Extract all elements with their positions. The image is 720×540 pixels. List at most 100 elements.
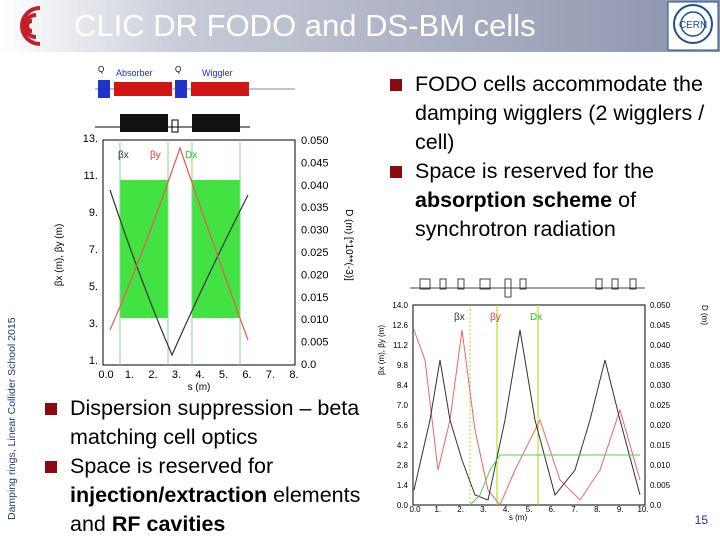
x-tick-label: 4.: [503, 505, 510, 514]
bullet-bold: absorption scheme: [415, 188, 613, 212]
legend-by: βy: [490, 312, 501, 323]
y2-tick-label: 0.020: [650, 421, 671, 430]
element-label: Q: [98, 65, 104, 74]
y-tick-label: 1.: [89, 355, 98, 367]
y2-tick-label: 0.005: [650, 481, 671, 490]
x-tick-label: 5.: [219, 369, 228, 381]
y2-tick-label: 0.025: [301, 247, 329, 259]
clic-logo: [20, 6, 41, 46]
slide-title: CLIC DR FODO and DS-BM cells: [74, 8, 536, 43]
tick-labels: 1. 3. 5. 7. 9. 11. 13. 0.0 0.005 0.010 0.015 0.020 0…: [83, 133, 671, 514]
legend-bx: βx: [118, 150, 129, 161]
y2-tick-label: 0.040: [301, 180, 329, 192]
y2-tick-label: 0.050: [301, 135, 329, 147]
y-tick-label: 9.: [89, 207, 98, 219]
y-axis-label: βx (m), βy (m): [377, 325, 386, 375]
y-tick-label: 7.0: [397, 401, 409, 410]
x-tick-label: 7.: [266, 369, 275, 381]
dsbm-lattice: [410, 278, 645, 298]
y-tick-label: 11.: [84, 170, 98, 182]
legend-dx: Dx: [530, 312, 542, 323]
y2-tick-label: 0.030: [301, 225, 329, 237]
fodo-plot: [102, 139, 296, 366]
y2-axis-label: D (m) [*10**(-3)]: [343, 209, 354, 281]
svg-text:CERN: CERN: [679, 20, 707, 31]
top-bullets: FODO cells accommodate the damping wiggl…: [388, 70, 708, 244]
x-tick-label: 4.: [195, 369, 204, 381]
bullet-text: Dispersion suppression – beta matching c…: [70, 396, 360, 449]
legend-bx: βx: [454, 312, 465, 323]
bullet-text: of synchrotron radiation: [415, 188, 637, 241]
y-tick-label: 13.: [83, 133, 98, 145]
y-tick-label: 12.6: [392, 321, 408, 330]
x-tick-label: 5.: [526, 505, 533, 514]
y-tick-label: 9.8: [397, 361, 409, 370]
x-tick-label: 10.: [637, 505, 648, 514]
y2-tick-label: 0.020: [301, 269, 329, 281]
y-tick-label: 5.: [89, 281, 98, 293]
y2-tick-label: 0.040: [650, 341, 671, 350]
y-tick-label: 14.0: [392, 301, 408, 310]
y2-tick-label: 0.0: [301, 359, 316, 371]
bullet-text: elements and: [70, 483, 361, 536]
x-tick-label: 3.: [480, 505, 487, 514]
bullet: Space is reserved for injection/extracti…: [43, 452, 373, 539]
y2-tick-label: 0.010: [650, 461, 671, 470]
x-tick-label: 9.: [617, 505, 624, 514]
y2-tick-label: 0.025: [650, 401, 671, 410]
bullet-text: FODO cells accommodate the damping wiggl…: [415, 72, 705, 154]
y2-tick-label: 0.010: [301, 314, 329, 326]
y-tick-label: 1.4: [397, 481, 409, 490]
y-tick-label: 0.0: [397, 501, 409, 510]
x-tick-label: 0.0: [98, 369, 113, 381]
y-tick-label: 11.2: [393, 341, 409, 350]
y2-tick-label: 0.050: [650, 301, 671, 310]
x-tick-label: 8.: [289, 369, 298, 381]
legend-by: βy: [150, 150, 161, 161]
dsbm-plot: [412, 304, 646, 506]
x-axis-label: s (m): [509, 513, 528, 522]
y2-tick-label: 0.035: [650, 361, 671, 370]
x-tick-label: 0.0: [409, 505, 421, 514]
y2-tick-label: 0.045: [301, 157, 329, 169]
y2-tick-label: 0.0: [650, 501, 662, 510]
y-tick-label: 2.8: [397, 461, 409, 470]
element-label: Wiggler: [202, 68, 233, 78]
y2-tick-label: 0.005: [301, 337, 329, 349]
y2-tick-label: 0.045: [650, 321, 671, 330]
y-tick-label: 3.: [89, 318, 98, 330]
y-tick-label: 5.6: [397, 421, 409, 430]
y-tick-label: 8.4: [397, 381, 409, 390]
y2-tick-label: 0.015: [650, 441, 671, 450]
bullet-bold: RF cavities: [111, 512, 226, 536]
bullet: Dispersion suppression – beta matching c…: [43, 394, 373, 452]
y2-tick-label: 0.015: [301, 292, 329, 304]
header-band: [0, 0, 720, 52]
bottom-bullets: Dispersion suppression – beta matching c…: [43, 394, 373, 539]
x-tick-label: 8.: [594, 505, 601, 514]
side-label: Damping rings, Linear Collider School 20…: [6, 317, 18, 520]
fodo-lattice: [95, 80, 295, 133]
bullet-bold: injection/extraction: [70, 483, 268, 507]
x-tick-label: 3.: [172, 369, 181, 381]
y2-tick-label: 0.030: [650, 381, 671, 390]
x-tick-label: 1.: [125, 369, 134, 381]
cern-logo: CERN: [667, 1, 719, 51]
y-tick-label: 4.2: [397, 441, 409, 450]
bullet: FODO cells accommodate the damping wiggl…: [388, 70, 708, 157]
y2-tick-label: 0.035: [301, 202, 329, 214]
x-axis-label: s (m): [188, 382, 211, 393]
bullet-text: Space is reserved for: [70, 454, 274, 478]
bullet: Space is reserved for the absorption sch…: [388, 157, 708, 244]
y-axis-label: βx (m), βy (m): [54, 224, 65, 287]
x-tick-label: 2.: [457, 505, 464, 514]
x-tick-label: 7.: [571, 505, 578, 514]
element-label: Absorber: [116, 68, 153, 78]
y2-axis-label: D (m): [700, 305, 709, 325]
page-number: 15: [695, 513, 709, 527]
y-tick-label: 7.: [89, 244, 98, 256]
element-label: Q: [175, 65, 181, 74]
x-tick-label: 6.: [548, 505, 555, 514]
